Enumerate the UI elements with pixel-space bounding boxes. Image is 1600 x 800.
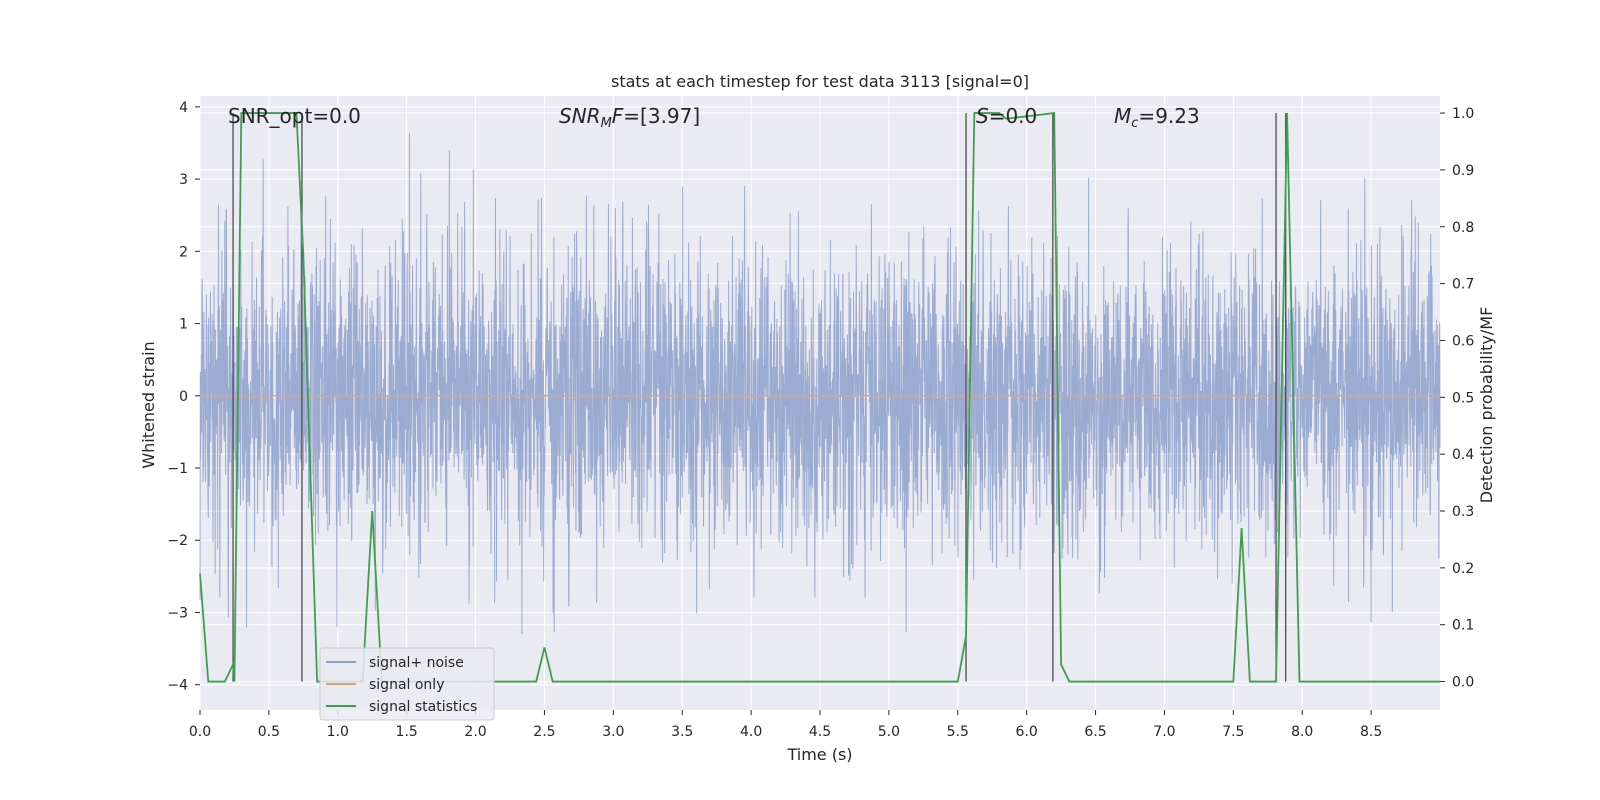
- x-axis-label: Time (s): [786, 745, 852, 764]
- annotation-snr-mf-prefix: SNR: [559, 104, 601, 128]
- y-tick-label: −4: [167, 678, 188, 694]
- event-vertical-lines: [232, 113, 1287, 682]
- y-tick-label: 2: [179, 244, 188, 260]
- annotation-chirp-mass-sub: c: [1131, 116, 1138, 131]
- signal-noise-line: [199, 133, 1441, 634]
- y2-tick-label: 0.6: [1452, 333, 1474, 349]
- annotation-s-value: S=0.0: [976, 104, 1037, 128]
- y-tick-label: 4: [179, 100, 188, 116]
- y2-tick-label: 0.5: [1452, 390, 1474, 406]
- legend: signal+ noise signal only signal statist…: [319, 647, 495, 721]
- x-tick-label: 7.0: [1153, 724, 1175, 740]
- x-tick-label: 6.5: [1084, 724, 1106, 740]
- annotation-s-prefix: S=: [976, 104, 1005, 128]
- x-tick-label: 7.5: [1222, 724, 1244, 740]
- y2-axis-ticks: 1.0 0.9 0.8 0.7 0.6 0.5 0.4 0.3 0.2 0.1 0.0: [1440, 106, 1474, 691]
- legend-label-signal-statistics: signal statistics: [369, 699, 477, 715]
- x-tick-label: 2.0: [464, 724, 486, 740]
- x-tick-label: 8.5: [1360, 724, 1382, 740]
- y2-tick-label: 0.0: [1452, 675, 1474, 691]
- y-axis-ticks: 4 3 2 1 0 −1 −2 −3 −4: [167, 100, 200, 694]
- y2-tick-label: 0.2: [1452, 561, 1474, 577]
- annotation-snr-mf-sub: M: [601, 116, 612, 131]
- chart-title: stats at each timestep for test data 311…: [611, 72, 1029, 91]
- annotation-snr-opt-prefix: SNR_opt=: [228, 104, 329, 128]
- y2-tick-label: 0.7: [1452, 277, 1474, 293]
- signal-noise-series: [199, 133, 1441, 634]
- y-tick-label: −1: [167, 461, 188, 477]
- annotation-snr-mf-suffix: F=: [612, 104, 640, 128]
- y-tick-label: −3: [167, 605, 188, 621]
- x-tick-label: 0.0: [189, 724, 211, 740]
- x-tick-label: 5.5: [947, 724, 969, 740]
- x-tick-label: 8.0: [1291, 724, 1313, 740]
- x-tick-label: 4.0: [740, 724, 762, 740]
- annotation-chirp-mass-suffix: =: [1138, 104, 1155, 128]
- annotation-chirp-mass-prefix: M: [1114, 104, 1131, 128]
- annotation-chirp-mass-value: 9.23: [1155, 104, 1200, 128]
- legend-label-signal-only: signal only: [369, 677, 444, 693]
- y2-tick-label: 1.0: [1452, 106, 1474, 122]
- y-tick-label: 0: [179, 389, 188, 405]
- y2-tick-label: 0.4: [1452, 447, 1474, 463]
- annotation-snr-opt: SNR_opt=0.0: [228, 104, 361, 128]
- annotation-chirp-mass: Mc=9.23: [1114, 104, 1200, 131]
- y-axis-label: Whitened strain: [139, 341, 158, 468]
- y2-tick-label: 0.1: [1452, 618, 1474, 634]
- x-tick-label: 1.5: [396, 724, 418, 740]
- y2-axis-label: Detection probability/MF: [1477, 307, 1496, 504]
- legend-box: [319, 647, 495, 721]
- x-tick-label: 1.0: [327, 724, 349, 740]
- y-tick-label: 3: [179, 172, 188, 188]
- signal-statistics-series: [199, 112, 1440, 683]
- x-tick-label: 5.0: [878, 724, 900, 740]
- annotation-s-value-number: 0.0: [1005, 104, 1037, 128]
- y-tick-label: 1: [179, 317, 188, 333]
- annotation-snr-opt-value: 0.0: [329, 104, 361, 128]
- x-tick-label: 6.0: [1016, 724, 1038, 740]
- x-axis-ticks: 0.0 0.5 1.0 1.5 2.0 2.5 3.0 3.5 4.0 4.5 5.0 5.5 6.0 6…: [189, 710, 1382, 740]
- x-tick-label: 2.5: [533, 724, 555, 740]
- x-tick-label: 0.5: [258, 724, 280, 740]
- annotation-snr-mf: SNRMF=[3.97]: [559, 104, 700, 131]
- y2-tick-label: 0.9: [1452, 163, 1474, 179]
- x-tick-label: 3.0: [602, 724, 624, 740]
- y-tick-label: −2: [167, 533, 188, 549]
- x-tick-label: 4.5: [809, 724, 831, 740]
- signal-statistics-line: [199, 112, 1440, 683]
- legend-label-signal-noise: signal+ noise: [369, 655, 464, 671]
- annotation-snr-mf-value: [3.97]: [640, 104, 700, 128]
- y2-tick-label: 0.3: [1452, 504, 1474, 520]
- x-tick-label: 3.5: [671, 724, 693, 740]
- y2-tick-label: 0.8: [1452, 220, 1474, 236]
